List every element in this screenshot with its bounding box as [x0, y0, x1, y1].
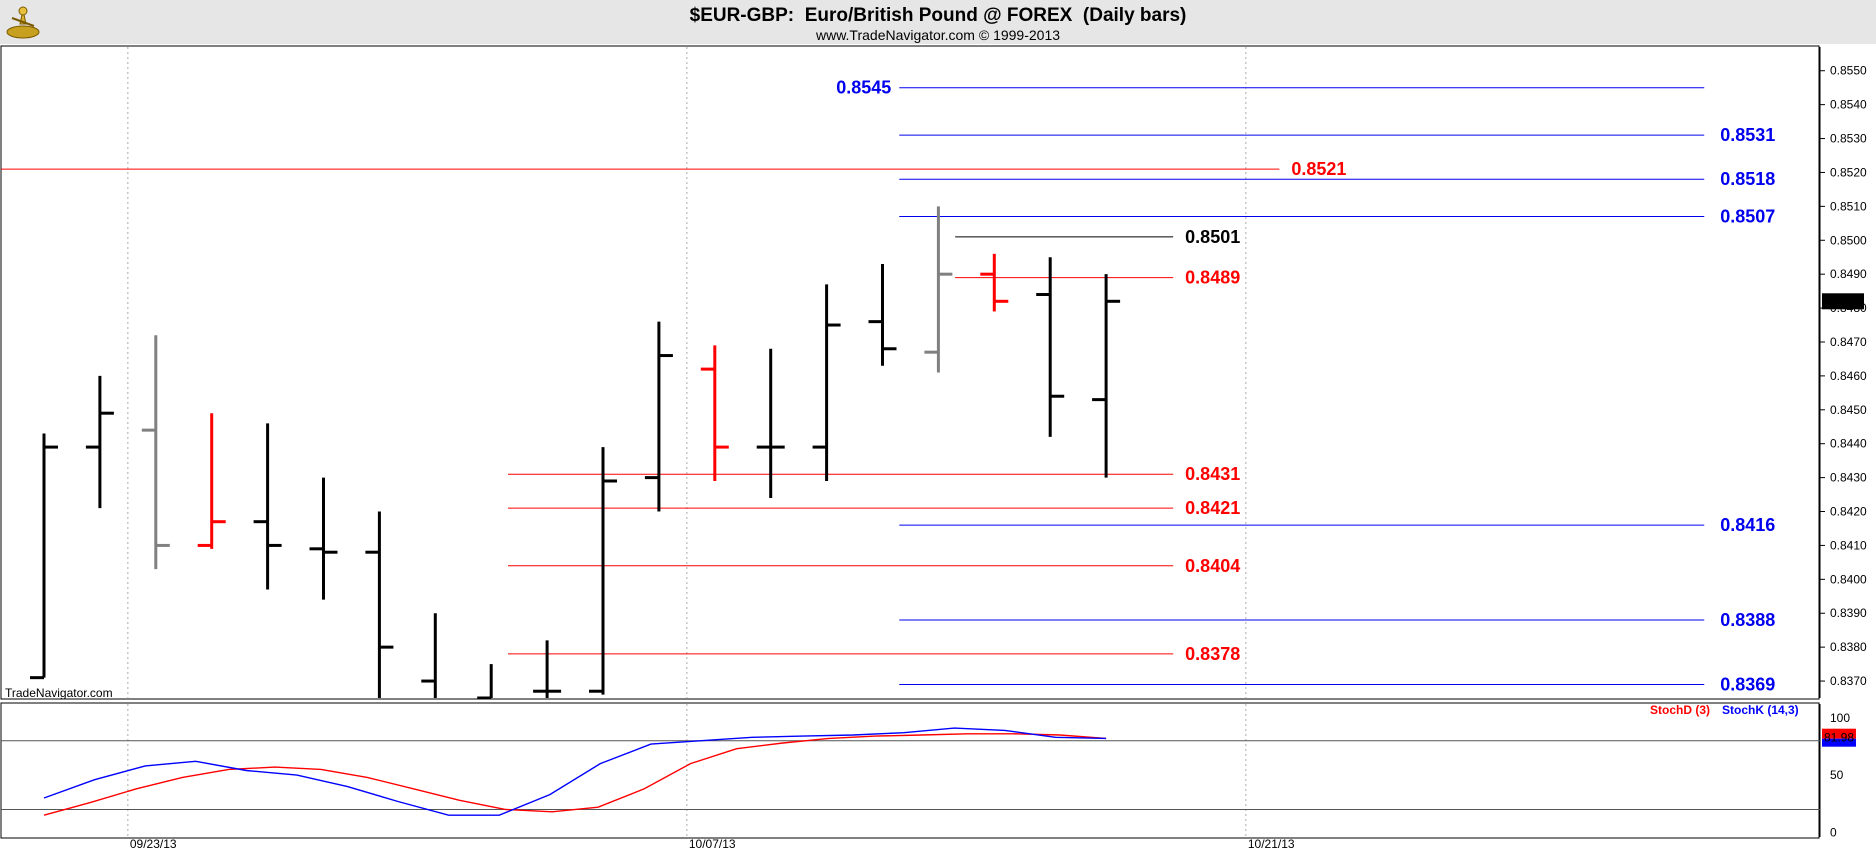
chart-subtitle: www.TradeNavigator.com © 1999-2013: [815, 27, 1060, 43]
ohlc-bar: [533, 640, 562, 698]
y-tick-label: 0.8400: [1830, 572, 1867, 586]
ohlc-bar: [309, 477, 338, 600]
level-label: 0.8501: [1185, 227, 1240, 247]
level-labels: 0.8545 0.8531 0.8521 0.8518 0.8507 0.8501 0.84…: [836, 78, 1775, 695]
ohlc-bar: [253, 423, 282, 590]
stoch-tick-label: 100: [1830, 711, 1850, 725]
price-axis: 0.8370 0.8380 0.8390 0.8400 0.8410 0.8420 0.84…: [1819, 47, 1867, 698]
level-label: 0.8489: [1185, 268, 1240, 288]
x-tick-label: 09/23/13: [130, 837, 177, 851]
y-tick-label: 0.8550: [1830, 64, 1867, 78]
level-label: 0.8545: [836, 78, 891, 98]
ohlc-bar: [980, 253, 1009, 312]
stoch-last-value-label: 81.98: [1824, 731, 1854, 745]
last-price-label: 0.8482: [1825, 295, 1862, 309]
level-label: 0.8421: [1185, 498, 1240, 518]
level-label: 0.8507: [1720, 207, 1775, 227]
date-axis: 09/23/13 10/07/13 10/21/13: [130, 837, 1295, 851]
y-tick-label: 0.8510: [1830, 199, 1867, 213]
y-tick-label: 0.8410: [1830, 538, 1867, 552]
stoch-series-line: [43, 727, 1107, 816]
y-tick-label: 0.8430: [1830, 471, 1867, 485]
y-tick-label: 0.8530: [1830, 132, 1867, 146]
level-label: 0.8388: [1720, 610, 1775, 630]
x-tick-label: 10/21/13: [1248, 837, 1295, 851]
chart-title: $EUR-GBP: Euro/British Pound @ FOREX (Da…: [690, 5, 1187, 26]
level-label: 0.8431: [1185, 464, 1240, 484]
stoch-tick-label: 0: [1830, 825, 1837, 839]
y-tick-label: 0.8390: [1830, 606, 1867, 620]
level-lines: [1, 87, 1705, 685]
stochastic-indicator: 0 50 100 StochD (3) StochK (14,3) 81.98: [1, 703, 1856, 839]
y-tick-label: 0.8450: [1830, 403, 1867, 417]
ohlc-bar: [1092, 274, 1121, 478]
ohlc-bar: [477, 664, 493, 700]
ohlc-bar: [589, 447, 617, 695]
ohlc-bar: [197, 413, 226, 549]
ohlc-bar: [1036, 257, 1065, 437]
y-tick-label: 0.8500: [1830, 233, 1867, 247]
ohlc-bar: [756, 348, 785, 498]
ohlc-bar: [812, 284, 841, 481]
y-tick-label: 0.8420: [1830, 505, 1867, 519]
header-band: [0, 0, 1876, 44]
price-panel-frame: [0, 45, 1820, 700]
y-tick-label: 0.8490: [1830, 267, 1867, 281]
y-tick-label: 0.8380: [1830, 640, 1867, 654]
y-tick-label: 0.8540: [1830, 98, 1867, 112]
ohlc-bar: [421, 613, 437, 698]
y-tick-label: 0.8470: [1830, 335, 1867, 349]
ohlc-bar: [644, 321, 673, 512]
ohlc-bar: [868, 264, 897, 366]
ohlc-bar: [30, 433, 58, 680]
ohlc-bar: [700, 345, 729, 481]
level-label: 0.8531: [1720, 125, 1775, 145]
y-tick-label: 0.8460: [1830, 369, 1867, 383]
legend-stoch-k: StochK (14,3): [1722, 703, 1799, 717]
watermark: TradeNavigator.com: [5, 686, 113, 700]
legend-stoch-d: StochD (3): [1650, 703, 1710, 717]
logo-icon: [6, 6, 40, 39]
level-label: 0.8369: [1720, 674, 1775, 694]
ohlc-bar: [141, 335, 170, 570]
level-label: 0.8416: [1720, 515, 1775, 535]
y-tick-label: 0.8440: [1830, 437, 1867, 451]
stoch-panel-frame: [0, 702, 1820, 839]
stoch-series-line: [43, 733, 1107, 816]
price-bars: [30, 206, 1121, 700]
level-label: 0.8378: [1185, 644, 1240, 664]
stoch-tick-label: 50: [1830, 768, 1844, 782]
level-label: 0.8521: [1291, 159, 1346, 179]
stoch-last-value-badge: 81.98: [1822, 728, 1856, 747]
ohlc-bar: [924, 206, 953, 373]
level-label: 0.8404: [1185, 556, 1240, 576]
x-tick-label: 10/07/13: [689, 837, 736, 851]
y-tick-label: 0.8370: [1830, 674, 1867, 688]
ohlc-bar: [85, 375, 114, 509]
ohlc-bar: [365, 511, 394, 698]
last-price-badge: 0.8482: [1822, 293, 1864, 310]
level-label: 0.8518: [1720, 169, 1775, 189]
y-tick-label: 0.8520: [1830, 165, 1867, 179]
